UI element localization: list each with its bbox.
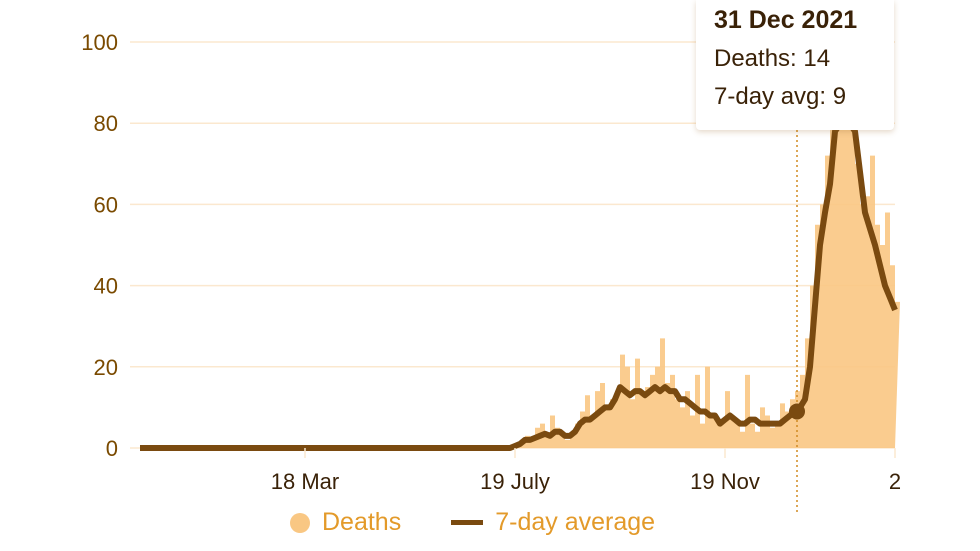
tooltip-deaths: Deaths: 14 [714,45,831,72]
svg-text:20: 20 [94,355,118,380]
svg-text:2: 2 [889,469,901,494]
seven-day-average-line [140,121,898,451]
tooltip: 31 Dec 2021 Deaths: 14 7-day avg: 9 [696,0,894,130]
svg-text:18 Mar: 18 Mar [271,469,339,494]
tooltip-date: 31 Dec 2021 [714,6,858,34]
svg-text:40: 40 [94,274,118,299]
legend-deaths-label[interactable]: Deaths [322,508,402,536]
svg-text:0: 0 [106,436,118,461]
svg-text:60: 60 [94,192,118,217]
deaths-bars [515,124,900,448]
svg-text:19 Nov: 19 Nov [690,469,760,494]
legend-average-label[interactable]: 7-day average [495,508,656,536]
deaths-legend-swatch-icon [290,512,310,533]
chart-legend: Deaths 7-day average [290,508,655,537]
tooltip-avg: 7-day avg: 9 [714,83,847,110]
svg-text:80: 80 [94,111,118,136]
hover-point-marker [789,403,805,420]
svg-text:19 July: 19 July [480,469,550,494]
average-legend-swatch-icon [451,520,484,525]
svg-text:100: 100 [81,30,118,55]
y-axis-ticks: 0 20 40 60 80 100 [81,30,118,461]
x-axis: 18 Mar 19 July 19 Nov 2 [271,448,901,494]
